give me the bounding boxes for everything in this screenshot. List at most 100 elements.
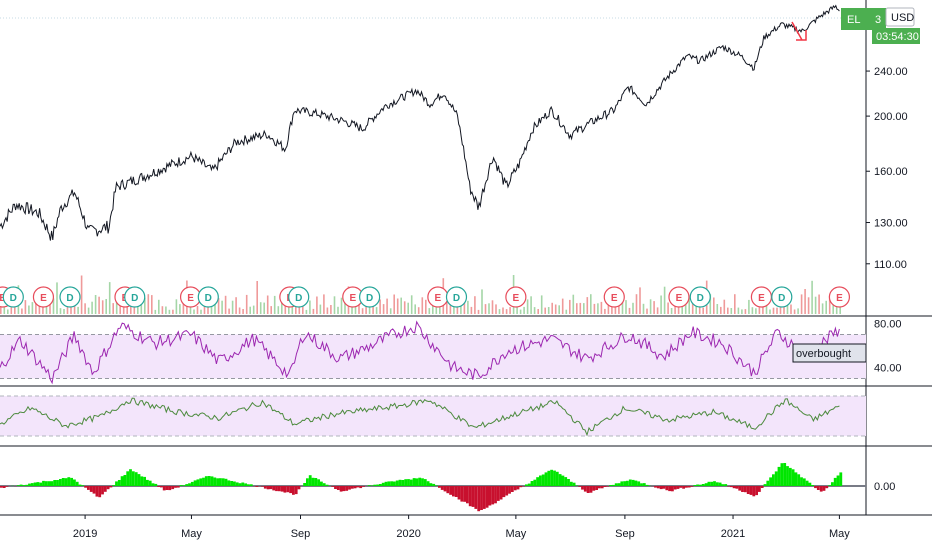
hist-bar xyxy=(221,478,225,486)
volume-bar xyxy=(660,295,662,314)
hist-bar xyxy=(634,480,638,486)
hist-bar xyxy=(628,479,632,486)
hist-bar xyxy=(589,486,593,493)
volume-bar xyxy=(235,297,237,314)
volume-bar xyxy=(182,301,185,314)
hist-bar xyxy=(513,486,517,491)
hist-bar xyxy=(816,486,820,490)
hist-bar xyxy=(617,483,621,486)
hist-bar xyxy=(788,467,792,486)
hist-bar xyxy=(746,486,750,494)
arrow-down-icon xyxy=(791,21,807,41)
volume-bar xyxy=(112,303,114,314)
price-axis[interactable]: 110.00 130.00 160.00 200.00 240.00 xyxy=(866,66,908,271)
rsi-pane[interactable]: 40.00 80.00 xyxy=(0,319,902,385)
hist-bar xyxy=(805,480,809,486)
hist-bar xyxy=(539,475,542,486)
hist-bar xyxy=(567,479,570,486)
volume-bar xyxy=(245,294,248,314)
volume-bar xyxy=(530,296,532,314)
volume-bar xyxy=(590,294,592,314)
hist-bar xyxy=(350,486,354,489)
volume-bar xyxy=(372,302,374,314)
hist-bar xyxy=(98,486,102,498)
hist-bar xyxy=(550,469,553,486)
volume-bar xyxy=(621,302,624,314)
hist-bar xyxy=(732,486,736,489)
volume-bar xyxy=(695,301,697,314)
hist-bar xyxy=(432,483,436,486)
volume-bar xyxy=(403,301,406,314)
hist-bar xyxy=(207,476,211,486)
volume-bar xyxy=(779,302,782,314)
time-axis[interactable]: 2019 May Sep 2020 May Sep 2021 May xyxy=(73,515,850,540)
overbought-box[interactable] xyxy=(792,343,867,363)
volume-bar xyxy=(425,299,427,314)
hist-bar xyxy=(530,481,534,486)
hist-bar xyxy=(572,482,576,486)
hist-bar xyxy=(794,472,798,486)
hist-bar xyxy=(418,477,422,486)
volume-bar xyxy=(523,306,525,314)
hist-bar xyxy=(334,486,337,489)
dividend-marker xyxy=(445,286,468,308)
price-pane[interactable] xyxy=(0,4,841,314)
hist-bar xyxy=(280,486,284,492)
volume-bar xyxy=(84,303,86,314)
volume-bar xyxy=(765,303,768,314)
hist-bar xyxy=(185,484,189,486)
volume-bar xyxy=(238,307,241,314)
volume-bar xyxy=(491,300,494,314)
hist-bar xyxy=(443,486,447,492)
currency-badge[interactable] xyxy=(885,7,915,27)
volume-bar xyxy=(414,304,416,314)
volume-bar xyxy=(439,301,441,314)
volume-bar xyxy=(7,309,9,314)
hist-bar xyxy=(496,486,500,501)
hist-bar xyxy=(342,486,346,492)
volume-bar xyxy=(649,299,652,314)
hist-bar xyxy=(819,486,823,492)
volume-bar xyxy=(716,304,719,314)
hist-bar xyxy=(724,484,728,486)
volume-bar xyxy=(727,307,729,314)
hist-bar xyxy=(536,477,539,486)
volume-bar xyxy=(783,302,785,314)
volume-bar xyxy=(379,299,381,314)
dividend-marker xyxy=(2,286,24,308)
volume-bar xyxy=(281,298,283,314)
hist-bar xyxy=(471,486,475,507)
volume-bar xyxy=(723,299,726,314)
volume-bar xyxy=(547,307,550,314)
hist-bar xyxy=(16,485,20,486)
event-label: E xyxy=(349,293,356,304)
volume-bar xyxy=(330,305,332,314)
hist-bar xyxy=(0,486,3,488)
price-tick-label: 130.00 xyxy=(874,218,908,230)
hist-bar xyxy=(5,486,9,487)
volume-bar xyxy=(358,302,360,314)
hist-bar xyxy=(42,480,45,486)
event-label: E xyxy=(836,293,843,304)
hist-bar xyxy=(193,480,197,486)
hist-bar xyxy=(19,484,23,486)
hist-bar xyxy=(685,486,688,488)
event-label: E xyxy=(40,293,47,304)
events-row[interactable]: EDEDEDEDEDEDEDEEEDEDE xyxy=(0,286,851,308)
hist-bar xyxy=(454,486,458,497)
hist-bar xyxy=(339,486,343,492)
volume-bar xyxy=(498,309,501,314)
event-label: D xyxy=(453,293,460,304)
hist-bar xyxy=(525,484,528,486)
volume-bar xyxy=(604,308,606,314)
volume-bar xyxy=(28,305,30,314)
event-label: E xyxy=(435,293,442,304)
hist-bar xyxy=(620,481,624,486)
hist-bar xyxy=(718,482,722,486)
hist-bar xyxy=(308,475,312,486)
volume-bar xyxy=(537,309,539,314)
histogram-pane[interactable]: 0.00 xyxy=(0,463,895,512)
oscillator-pane[interactable] xyxy=(0,395,866,437)
volume-bar xyxy=(628,307,631,314)
panel-frame xyxy=(0,0,932,516)
